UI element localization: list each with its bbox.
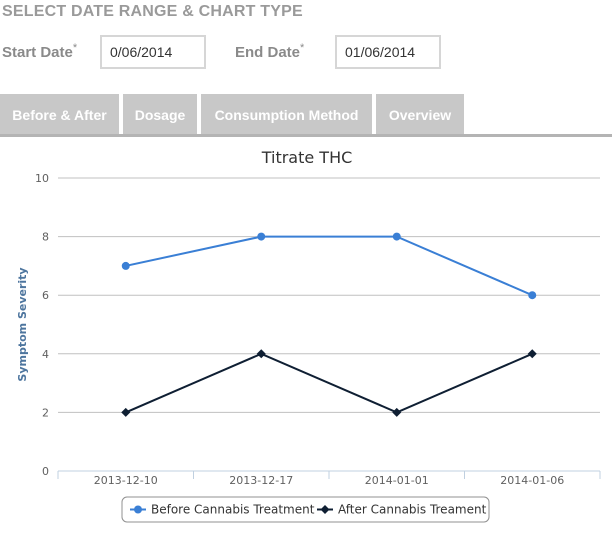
end-date-label: End Date* xyxy=(235,42,304,61)
line-chart: Titrate THC 0 2 4 6 8 10 2013-12-10 2013-12-17 20… xyxy=(16,148,601,523)
page-title: SELECT DATE RANGE & CHART TYPE xyxy=(2,3,303,20)
y-tick-label: 4 xyxy=(42,348,49,361)
x-tick-label: 2013-12-10 xyxy=(94,474,158,487)
y-axis-label: Symptom Severity xyxy=(16,267,29,381)
legend-marker xyxy=(320,505,330,514)
chart-type-tabs: Before & After Dosage Consumption Method… xyxy=(0,94,614,136)
tab-divider xyxy=(0,134,612,137)
y-tick-label: 6 xyxy=(42,289,49,302)
tab-before-after[interactable]: Before & After xyxy=(0,94,119,136)
x-tick-label: 2014-01-06 xyxy=(500,474,564,487)
tab-overview[interactable]: Overview xyxy=(376,94,464,136)
end-date-label-text: End Date xyxy=(235,44,301,61)
data-point xyxy=(257,232,266,241)
x-tick-label: 2013-12-17 xyxy=(229,474,293,487)
data-point xyxy=(392,407,402,417)
chart-title: Titrate THC xyxy=(261,148,353,167)
legend-label-1: After Cannabis Treament xyxy=(338,503,487,517)
y-tick-label: 0 xyxy=(42,465,49,478)
start-date-required-mark: * xyxy=(72,42,78,54)
start-date-label: Start Date* xyxy=(2,42,77,61)
tab-dosage[interactable]: Dosage xyxy=(123,94,197,136)
data-point xyxy=(528,291,537,300)
data-point xyxy=(392,232,401,241)
legend-label-0: Before Cannabis Treatment xyxy=(151,503,315,517)
x-tick-label: 2014-01-01 xyxy=(365,474,429,487)
legend-box xyxy=(121,496,490,523)
y-tick-label: 10 xyxy=(35,172,49,185)
y-tick-label: 2 xyxy=(42,406,49,419)
end-date-input[interactable] xyxy=(335,35,441,69)
start-date-label-text: Start Date xyxy=(2,44,73,61)
data-point xyxy=(256,349,266,359)
data-point xyxy=(121,261,130,270)
start-date-input[interactable] xyxy=(100,35,206,69)
y-tick-label: 8 xyxy=(42,231,49,244)
data-point xyxy=(121,407,131,417)
end-date-required-mark: * xyxy=(300,42,305,54)
tab-consumption-method[interactable]: Consumption Method xyxy=(201,94,372,136)
data-point xyxy=(527,349,537,359)
legend-marker xyxy=(134,505,142,514)
series-line-1 xyxy=(125,352,533,414)
chart-container: Titrate THC 0 2 4 6 8 10 2013-12-10 2013-12-17 20… xyxy=(0,138,614,542)
series-line-0 xyxy=(125,235,533,297)
